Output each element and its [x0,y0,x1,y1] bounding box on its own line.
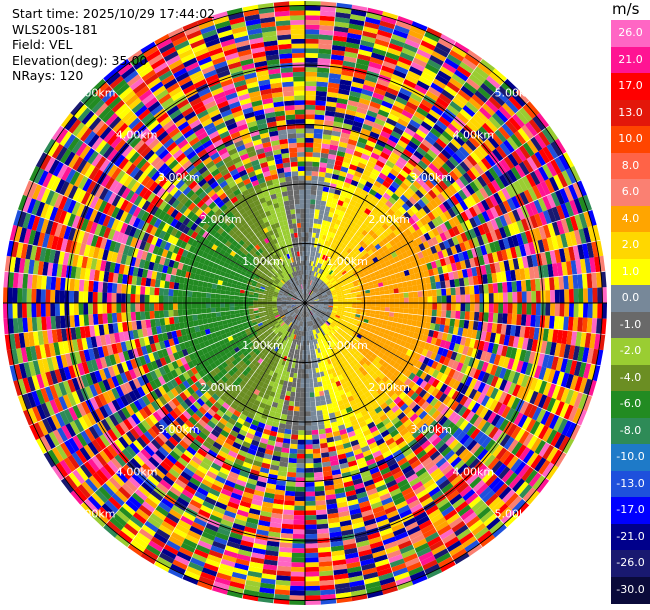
grid-line [304,302,368,412]
colorbar-segment [611,550,650,578]
instrument-label: WLS200s-181 [12,21,98,37]
elevation-label: Elevation(deg): 35.00 [12,52,148,68]
colorbar-tick-label: -17.0 [616,503,645,517]
range-ring-label: 3.00km [158,171,200,184]
range-ring-label: 4.00km [453,465,495,478]
grid-line [304,194,368,304]
colorbar-tick-label: 8.0 [621,158,640,172]
colorbar-segment [611,576,650,604]
range-ring-label: 3.00km [410,171,452,184]
velocity-gates [3,1,607,605]
colorbar-segment [611,311,650,339]
colorbar-segment [611,126,650,154]
range-ring-label: 2.00km [368,381,410,394]
field-label: Field: VEL [12,37,73,53]
colorbar-segment [611,99,650,127]
range-ring-label: 4.00km [116,465,158,478]
grid-line [242,194,306,304]
colorbar-tick-label: 13.0 [618,105,643,119]
colorbar-tick-label: -30.0 [616,582,645,596]
colorbar-segment [611,470,650,498]
colorbar-tick-label: 21.0 [618,52,643,66]
colorbar-tick-label: 0.0 [621,291,640,305]
colorbar-tick-label: 10.0 [618,132,643,146]
ppi-velocity-display: 1.00km 1.00km 1.00km 1.00km 2.00km 2.00km 2.00… [3,1,607,605]
colorbar-tick-label: -1.0 [619,317,642,331]
range-ring-label: 3.00km [158,423,200,436]
range-ring-label: 1.00km [242,339,284,352]
colorbar-tick-label: 17.0 [618,79,643,93]
grid-line [242,302,306,412]
range-ring-label: 5.00km [74,87,116,100]
start-time-label: Start time: 2025/10/29 17:44:02 [12,6,216,21]
info-panel: Start time: 2025/10/29 17:44:02 WLS200s-… [12,6,215,84]
range-ring-label: 4.00km [116,129,158,142]
range-ring [245,243,365,363]
range-ring [126,124,484,482]
colorbar-tick-label: -13.0 [616,476,645,490]
colorbar-tick-label: 6.0 [621,185,640,199]
range-ring [66,64,544,542]
colorbar-segment [611,444,650,472]
colorbar-segment [611,523,650,551]
colorbar-tick-label: -26.0 [616,556,645,570]
colorbar-segment [611,46,650,74]
range-ring-label: 1.00km [326,339,368,352]
range-ring-label: 1.00km [242,255,284,268]
colorbar-unit-label: m/s [612,0,640,18]
colorbar-segment [611,20,650,48]
nrays-label: NRays: 120 [12,68,84,84]
grid-line [304,302,414,366]
colorbar-segment [611,364,650,392]
grid-line [304,240,414,304]
colorbar-segment [611,391,650,419]
colorbar-segment [611,497,650,525]
grid-line [196,240,306,304]
polar-grid: 1.00km 1.00km 1.00km 1.00km 2.00km 2.00km 2.00… [3,1,607,605]
range-ring [7,5,603,601]
range-ring-label: 2.00km [368,213,410,226]
range-ring-label: 5.00km [74,507,116,520]
colorbar-tick-label: 1.0 [621,264,640,278]
range-ring-label: 2.00km [200,213,242,226]
colorbar-tick-label: -8.0 [619,423,642,437]
range-ring-label: 1.00km [326,255,368,268]
colorbar-segment [611,417,650,445]
colorbar-segment [611,73,650,101]
range-ring-label: 5.00km [495,507,537,520]
grid-line [196,302,306,366]
velocity-colorbar: 26.0 21.0 17.0 13.0 10.0 8.0 6.0 4.0 2.0 1.0 0.0 -1… [611,20,650,604]
range-ring-label: 3.00km [410,423,452,436]
colorbar-segment [611,258,650,286]
colorbar-segment [611,285,650,313]
colorbar-tick-label: 2.0 [621,238,640,252]
colorbar-tick-label: -4.0 [619,370,642,384]
colorbar-tick-label: -6.0 [619,397,642,411]
colorbar-segment [611,152,650,180]
colorbar-segment [611,338,650,366]
colorbar-tick-label: -2.0 [619,344,642,358]
colorbar-tick-label: 4.0 [621,211,640,225]
colorbar-tick-label: -21.0 [616,529,645,543]
colorbar-segment [611,179,650,207]
range-ring-label: 4.00km [453,129,495,142]
range-ring-label: 2.00km [200,381,242,394]
range-ring-label: 5.00km [495,87,537,100]
colorbar-tick-label: 26.0 [618,26,643,40]
range-ring [185,183,425,423]
colorbar-segment [611,232,650,260]
colorbar-segment [611,205,650,233]
colorbar-tick-label: -10.0 [616,450,645,464]
